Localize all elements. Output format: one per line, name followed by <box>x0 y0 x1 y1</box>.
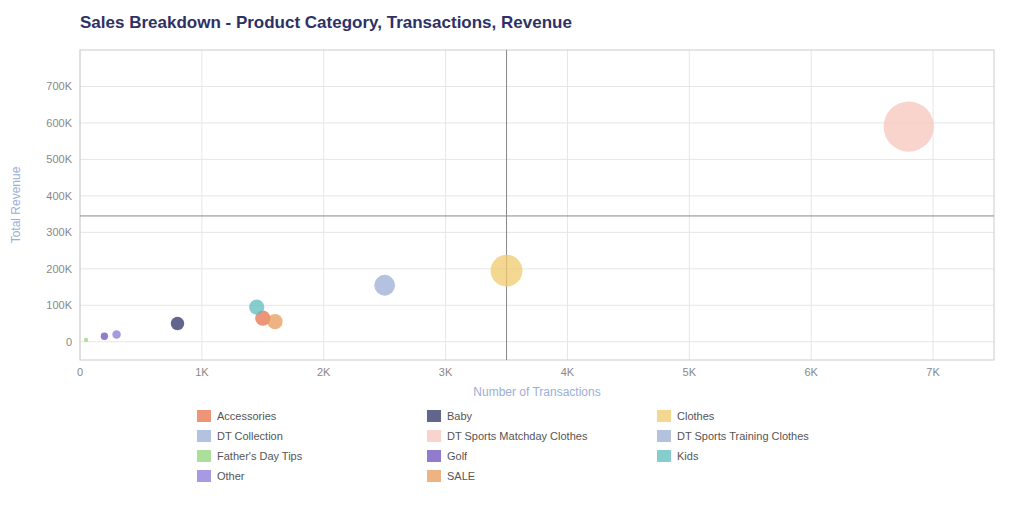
bubble <box>267 314 282 329</box>
legend-swatch <box>197 450 211 462</box>
plot-area <box>80 50 994 360</box>
y-tick-label: 600K <box>46 117 72 129</box>
legend-label: Kids <box>677 450 699 462</box>
bubble <box>374 275 395 296</box>
y-tick-label: 500K <box>46 153 72 165</box>
legend: Accessories Baby Clothes DT Collection DT Sp… <box>197 410 809 482</box>
reference-line-x <box>506 50 507 360</box>
legend-swatch <box>427 410 441 422</box>
y-axis-label: Total Revenue <box>9 166 23 243</box>
bubble <box>84 338 88 342</box>
y-tick-label: 0 <box>66 336 72 348</box>
y-grid-line <box>80 195 994 196</box>
bubble <box>491 255 523 287</box>
legend-swatch <box>657 430 671 442</box>
chart: Sales Breakdown - Product Category, Tran… <box>0 0 1024 524</box>
legend-swatch <box>197 430 211 442</box>
legend-swatch <box>427 470 441 482</box>
y-grid-line <box>80 341 994 342</box>
y-grid-line <box>80 268 994 269</box>
grid <box>80 50 994 360</box>
x-grid-line <box>445 50 446 360</box>
legend-label: SALE <box>447 470 475 482</box>
title: Sales Breakdown - Product Category, Tran… <box>80 13 572 32</box>
x-grid-line <box>567 50 568 360</box>
plot-frame <box>80 50 994 360</box>
x-tick-label: 1K <box>195 366 209 378</box>
x-tick-label: 6K <box>804 366 818 378</box>
bubble <box>249 299 264 314</box>
legend-label: Clothes <box>677 410 715 422</box>
x-grid-line <box>689 50 690 360</box>
x-tick-label: 5K <box>683 366 697 378</box>
bubble <box>171 317 184 330</box>
x-tick-label: 3K <box>439 366 453 378</box>
legend-swatch <box>427 450 441 462</box>
y-tick-label: 300K <box>46 226 72 238</box>
legend-label: DT Sports Training Clothes <box>677 430 809 442</box>
legend-swatch <box>197 470 211 482</box>
y-tick-label: 700K <box>46 80 72 92</box>
y-grid-line <box>80 232 994 233</box>
legend-label: Golf <box>447 450 468 462</box>
y-grid-line <box>80 159 994 160</box>
bubble <box>101 333 108 340</box>
legend-label: Father's Day Tips <box>217 450 303 462</box>
legend-label: Other <box>217 470 245 482</box>
legend-label: Accessories <box>217 410 277 422</box>
x-tick-label: 7K <box>926 366 940 378</box>
x-grid-line <box>811 50 812 360</box>
y-tick-label: 100K <box>46 299 72 311</box>
legend-swatch <box>427 430 441 442</box>
y-grid-line <box>80 305 994 306</box>
reference-line-y <box>80 215 994 216</box>
legend-swatch <box>657 410 671 422</box>
x-tick-label: 4K <box>561 366 575 378</box>
x-tick-label: 2K <box>317 366 331 378</box>
y-grid-line <box>80 122 994 123</box>
legend-label: DT Collection <box>217 430 283 442</box>
bubble <box>884 101 934 151</box>
legend-swatch <box>197 410 211 422</box>
legend-label: DT Sports Matchday Clothes <box>447 430 588 442</box>
y-tick-label: 400K <box>46 190 72 202</box>
x-axis-label: Number of Transactions <box>473 385 600 399</box>
y-tick-label: 200K <box>46 263 72 275</box>
x-grid-line <box>201 50 202 360</box>
x-tick-label: 0 <box>77 366 83 378</box>
legend-swatch <box>657 450 671 462</box>
x-grid-line <box>323 50 324 360</box>
x-grid-line <box>933 50 934 360</box>
legend-label: Baby <box>447 410 473 422</box>
bubble <box>112 330 120 338</box>
y-grid-line <box>80 86 994 87</box>
